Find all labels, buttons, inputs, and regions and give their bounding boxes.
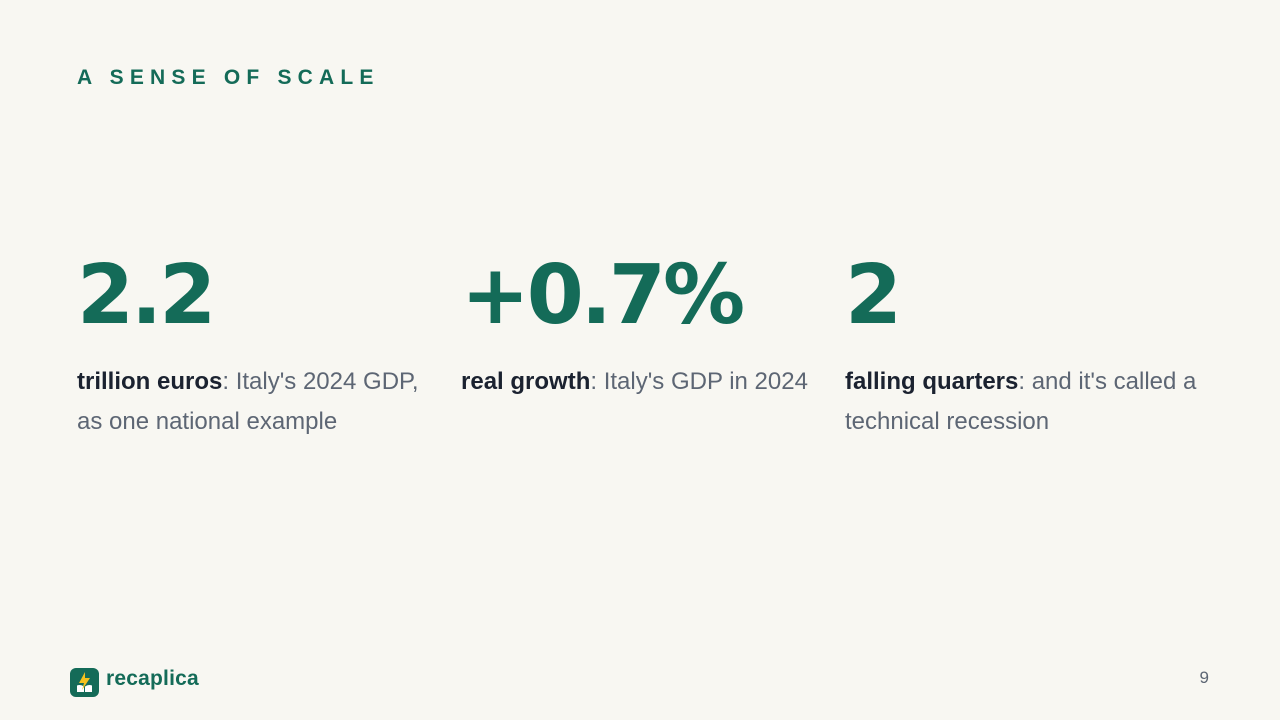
stat-value: +0.7% — [461, 248, 745, 343]
brand-logo: recaplica — [70, 666, 199, 697]
stat-description-text: : Italy's GDP in 2024 — [590, 368, 808, 395]
stat-description: falling quarters: and it's called a tech… — [845, 362, 1205, 442]
stat-value: 2.2 — [77, 248, 216, 343]
stat-description-text: : Italy's 2024 GDP, as one national exam… — [77, 368, 419, 435]
stat-description-text: : and it's called a technical recession — [845, 368, 1197, 435]
brand-name: recaplica — [106, 666, 199, 690]
stat-card-gdp: 2.2 trillion euros: Italy's 2024 GDP, as… — [77, 248, 437, 442]
page-number: 9 — [1199, 668, 1209, 687]
stat-description: trillion euros: Italy's 2024 GDP, as one… — [77, 362, 437, 442]
stat-label: falling quarters — [845, 368, 1019, 395]
stat-card-growth: +0.7% real growth: Italy's GDP in 2024 — [461, 248, 821, 402]
stat-description: real growth: Italy's GDP in 2024 — [461, 362, 821, 402]
stat-card-recession: 2 falling quarters: and it's called a te… — [845, 248, 1205, 442]
stat-label: trillion euros — [77, 368, 223, 395]
lightning-book-icon — [70, 668, 99, 697]
stat-value: 2 — [845, 248, 902, 343]
stats-row: 2.2 trillion euros: Italy's 2024 GDP, as… — [77, 248, 1207, 448]
stat-label: real growth — [461, 368, 591, 395]
eyebrow-heading: A SENSE OF SCALE — [77, 66, 380, 89]
